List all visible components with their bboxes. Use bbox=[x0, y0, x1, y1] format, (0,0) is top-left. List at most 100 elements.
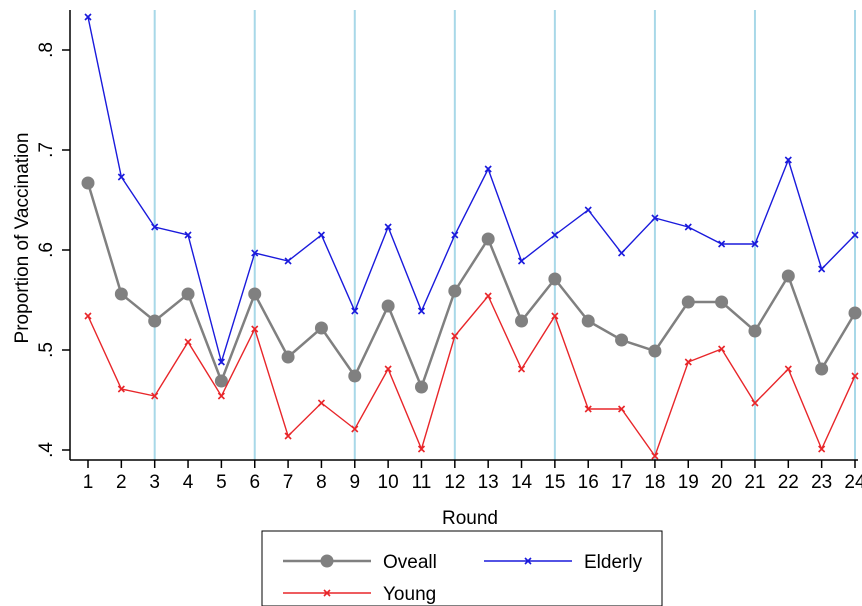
data-point-oveall bbox=[548, 272, 562, 286]
x-marker bbox=[284, 257, 292, 265]
data-point-oveall bbox=[448, 284, 462, 298]
x-marker bbox=[151, 392, 159, 400]
x-tick-label: 11 bbox=[412, 472, 432, 493]
legend: Oveall Elderly Young bbox=[261, 530, 663, 606]
data-point-oveall bbox=[515, 314, 529, 328]
x-marker bbox=[651, 214, 659, 222]
x-tick-label: 15 bbox=[544, 472, 565, 493]
x-marker bbox=[517, 365, 526, 373]
data-point-oveall bbox=[681, 295, 695, 309]
x-tick-label: 5 bbox=[216, 472, 227, 493]
x-tick-label: 16 bbox=[578, 472, 599, 493]
x-marker bbox=[818, 445, 826, 453]
x-marker bbox=[484, 292, 492, 300]
data-point-oveall bbox=[214, 374, 228, 388]
x-marker bbox=[284, 432, 292, 440]
x-tick-label: 4 bbox=[183, 472, 194, 493]
y-tick-label: .4 bbox=[36, 442, 57, 458]
x-marker bbox=[184, 338, 192, 346]
x-tick-label: 21 bbox=[744, 472, 765, 493]
data-point-oveall bbox=[581, 314, 595, 328]
y-tick-label: .5 bbox=[36, 342, 57, 358]
plot-area bbox=[81, 10, 862, 460]
x-tick-label: 12 bbox=[444, 472, 465, 493]
data-point-oveall bbox=[781, 269, 795, 283]
x-marker bbox=[323, 589, 331, 597]
x-marker bbox=[317, 231, 326, 239]
x-tick-label: 2 bbox=[116, 472, 127, 493]
x-marker bbox=[718, 345, 726, 353]
x-tick-label: 20 bbox=[711, 472, 732, 493]
data-point-oveall bbox=[848, 306, 862, 320]
x-tick-label: 6 bbox=[249, 472, 260, 493]
x-marker bbox=[851, 372, 859, 380]
axes: .4.5.6.7.81 2 3 4 5 6 7 8 9 10 11 12 13 14 15 16 17 18 19 2… bbox=[36, 10, 862, 493]
x-tick-label: 14 bbox=[511, 472, 533, 493]
x-marker bbox=[417, 445, 426, 453]
x-marker bbox=[851, 231, 859, 239]
series-line-young bbox=[87, 294, 856, 458]
x-marker bbox=[251, 249, 259, 257]
x-marker bbox=[784, 156, 792, 164]
x-marker bbox=[451, 332, 459, 340]
x-marker bbox=[617, 405, 626, 413]
x-marker bbox=[718, 240, 726, 248]
legend-marker bbox=[320, 554, 334, 568]
data-point-oveall bbox=[248, 287, 262, 301]
data-point-oveall bbox=[281, 350, 295, 364]
y-axis-title: Proportion of Vaccination bbox=[12, 133, 33, 344]
data-point-oveall bbox=[481, 232, 495, 246]
y-tick-label: .6 bbox=[36, 242, 57, 258]
x-marker bbox=[117, 385, 125, 393]
x-marker bbox=[151, 223, 159, 231]
x-tick-label: 13 bbox=[478, 472, 499, 493]
data-point-oveall bbox=[615, 333, 629, 347]
x-tick-label: 8 bbox=[316, 472, 327, 493]
x-marker bbox=[751, 240, 759, 248]
x-tick-label: 22 bbox=[778, 472, 799, 493]
x-marker bbox=[384, 223, 392, 231]
x-marker bbox=[751, 399, 759, 407]
x-marker bbox=[484, 165, 492, 173]
data-point-oveall bbox=[381, 299, 395, 313]
x-marker bbox=[784, 365, 792, 373]
x-marker bbox=[684, 358, 692, 366]
x-axis-title: Round bbox=[442, 508, 498, 529]
data-point-oveall bbox=[148, 314, 162, 328]
y-tick-label: .8 bbox=[36, 42, 57, 58]
x-tick-label: 17 bbox=[611, 472, 632, 493]
x-marker bbox=[251, 325, 259, 333]
legend-label-elderly: Elderly bbox=[584, 552, 643, 573]
x-marker bbox=[818, 265, 826, 273]
x-marker bbox=[117, 173, 125, 181]
x-tick-label: 1 bbox=[83, 472, 94, 493]
legend-label-young: Young bbox=[383, 584, 436, 605]
x-marker bbox=[684, 223, 692, 231]
x-marker bbox=[217, 358, 225, 366]
y-tick-label: .7 bbox=[36, 142, 57, 158]
data-point-oveall bbox=[815, 362, 829, 376]
series-line-oveall bbox=[86, 182, 857, 391]
series-line-elderly bbox=[87, 16, 856, 365]
data-point-oveall bbox=[81, 176, 95, 190]
x-marker bbox=[584, 405, 592, 413]
x-marker bbox=[584, 206, 592, 214]
x-marker bbox=[84, 13, 92, 21]
data-point-oveall bbox=[348, 369, 362, 383]
x-marker bbox=[551, 312, 559, 320]
x-marker bbox=[651, 452, 659, 460]
legend-label-oveall: Oveall bbox=[383, 552, 437, 573]
x-marker bbox=[84, 312, 92, 320]
x-marker bbox=[417, 307, 426, 315]
x-tick-label: 9 bbox=[349, 472, 360, 493]
data-point-oveall bbox=[648, 344, 662, 358]
x-tick-label: 7 bbox=[283, 472, 294, 493]
x-marker bbox=[384, 365, 392, 373]
x-tick-label: 24 bbox=[844, 472, 862, 493]
x-tick-label: 18 bbox=[644, 472, 665, 493]
x-marker bbox=[524, 557, 532, 565]
data-point-oveall bbox=[748, 324, 762, 338]
data-point-oveall bbox=[114, 287, 128, 301]
x-marker bbox=[184, 231, 192, 239]
